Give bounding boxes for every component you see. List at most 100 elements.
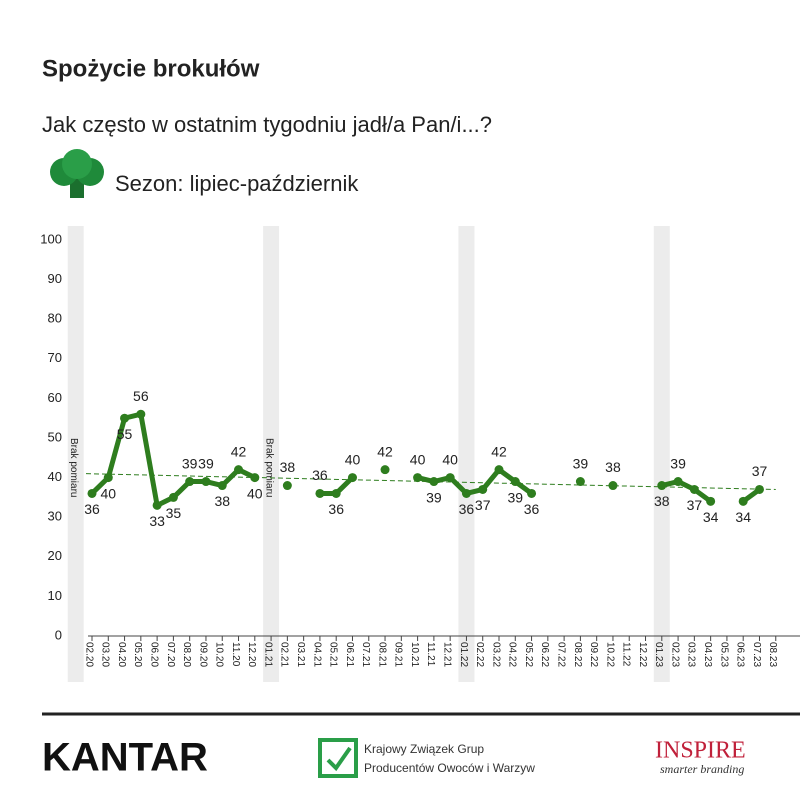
x-tick-label: 10.21 xyxy=(409,642,420,667)
data-label: 39 xyxy=(182,455,198,471)
x-tick-label: 06.20 xyxy=(148,642,159,667)
x-tick-label: 11.20 xyxy=(230,642,241,667)
y-tick-label: 100 xyxy=(40,231,62,246)
x-tick-label: 06.21 xyxy=(344,642,355,667)
x-tick-label: 02.21 xyxy=(279,642,290,667)
data-label: 38 xyxy=(214,493,230,509)
y-tick-label: 50 xyxy=(48,429,62,444)
x-tick-label: 02.23 xyxy=(669,642,680,667)
no-data-band xyxy=(263,226,280,682)
point xyxy=(754,484,764,494)
data-label: 40 xyxy=(410,451,426,467)
x-tick-label: 02.20 xyxy=(83,642,94,667)
x-tick-label: 01.21 xyxy=(262,642,273,667)
point xyxy=(201,477,211,487)
x-tick-label: 06.23 xyxy=(735,642,746,667)
x-tick-label: 12.22 xyxy=(637,642,648,667)
data-label: 38 xyxy=(605,459,621,475)
data-label: 39 xyxy=(426,489,442,505)
logo-inspire-tag: smarter branding xyxy=(660,762,744,776)
data-label: 38 xyxy=(280,459,296,475)
point xyxy=(103,473,113,483)
data-label: 39 xyxy=(507,489,523,505)
data-label: 33 xyxy=(149,513,165,529)
data-label: 39 xyxy=(670,455,686,471)
x-tick-label: 02.22 xyxy=(474,642,485,667)
data-label: 40 xyxy=(247,485,263,501)
data-label: 36 xyxy=(312,467,328,483)
point xyxy=(445,473,455,483)
x-tick-label: 08.21 xyxy=(376,642,387,667)
point xyxy=(413,473,423,483)
y-tick-label: 20 xyxy=(48,548,62,563)
point xyxy=(282,481,292,491)
point xyxy=(429,477,439,487)
point xyxy=(673,477,683,487)
x-tick-label: 03.23 xyxy=(686,642,697,667)
x-tick-label: 04.21 xyxy=(311,642,322,667)
x-tick-label: 10.22 xyxy=(604,642,615,667)
logo-inspire: INSPIRE xyxy=(655,738,746,764)
point xyxy=(217,481,227,491)
data-label: 40 xyxy=(345,451,361,467)
y-tick-label: 10 xyxy=(48,588,62,603)
y-tick-label: 90 xyxy=(48,271,62,286)
kzgpow-logo xyxy=(318,738,358,778)
point xyxy=(706,496,716,506)
data-label: 42 xyxy=(231,443,247,459)
no-data-band xyxy=(458,226,475,682)
x-tick-label: 03.21 xyxy=(295,642,306,667)
data-label: 34 xyxy=(703,509,719,525)
point xyxy=(494,465,504,475)
data-label: 36 xyxy=(328,501,344,517)
data-label: 55 xyxy=(117,426,133,442)
no-data-label: Brak pomiaru xyxy=(263,438,274,497)
point xyxy=(478,484,488,494)
y-tick-label: 70 xyxy=(48,350,62,365)
x-tick-label: 01.22 xyxy=(458,642,469,667)
data-label: 42 xyxy=(491,443,507,459)
logo-kantar: KANTAR xyxy=(42,736,208,780)
point xyxy=(152,500,162,510)
x-tick-label: 10.20 xyxy=(214,642,225,667)
point xyxy=(738,496,748,506)
point xyxy=(315,488,325,498)
x-tick-label: 03.22 xyxy=(490,642,501,667)
x-tick-label: 08.23 xyxy=(767,642,778,667)
no-data-band xyxy=(653,226,670,682)
data-label: 36 xyxy=(459,501,475,517)
point xyxy=(575,477,585,487)
point xyxy=(461,488,471,498)
data-label: 36 xyxy=(524,501,540,517)
no-data-band xyxy=(67,226,84,682)
point xyxy=(527,488,537,498)
point xyxy=(185,477,195,487)
point xyxy=(136,409,146,419)
x-tick-label: 08.22 xyxy=(572,642,583,667)
x-tick-label: 09.22 xyxy=(588,642,599,667)
data-label: 40 xyxy=(442,451,458,467)
y-tick-label: 40 xyxy=(48,469,62,484)
point xyxy=(234,465,244,475)
data-label: 56 xyxy=(133,388,149,404)
x-tick-label: 06.22 xyxy=(539,642,550,667)
point xyxy=(347,473,357,483)
point xyxy=(608,481,618,491)
data-label: 42 xyxy=(377,443,393,459)
data-label: 40 xyxy=(100,485,116,501)
y-tick-label: 80 xyxy=(48,311,62,326)
no-data-label: Brak pomiaru xyxy=(68,438,79,497)
point xyxy=(168,492,178,502)
point xyxy=(331,488,341,498)
x-tick-label: 09.20 xyxy=(197,642,208,667)
x-tick-label: 08.20 xyxy=(181,642,192,667)
subtitle: Jak często w ostatnim tygodniu jadł/a Pa… xyxy=(42,112,492,137)
point xyxy=(87,488,97,498)
logo-kzgpow-1: Krajowy Związek Grup xyxy=(364,742,484,756)
point xyxy=(689,484,699,494)
x-tick-label: 07.20 xyxy=(165,642,176,667)
y-tick-label: 30 xyxy=(48,509,62,524)
x-tick-label: 05.20 xyxy=(132,642,143,667)
point xyxy=(120,413,130,423)
